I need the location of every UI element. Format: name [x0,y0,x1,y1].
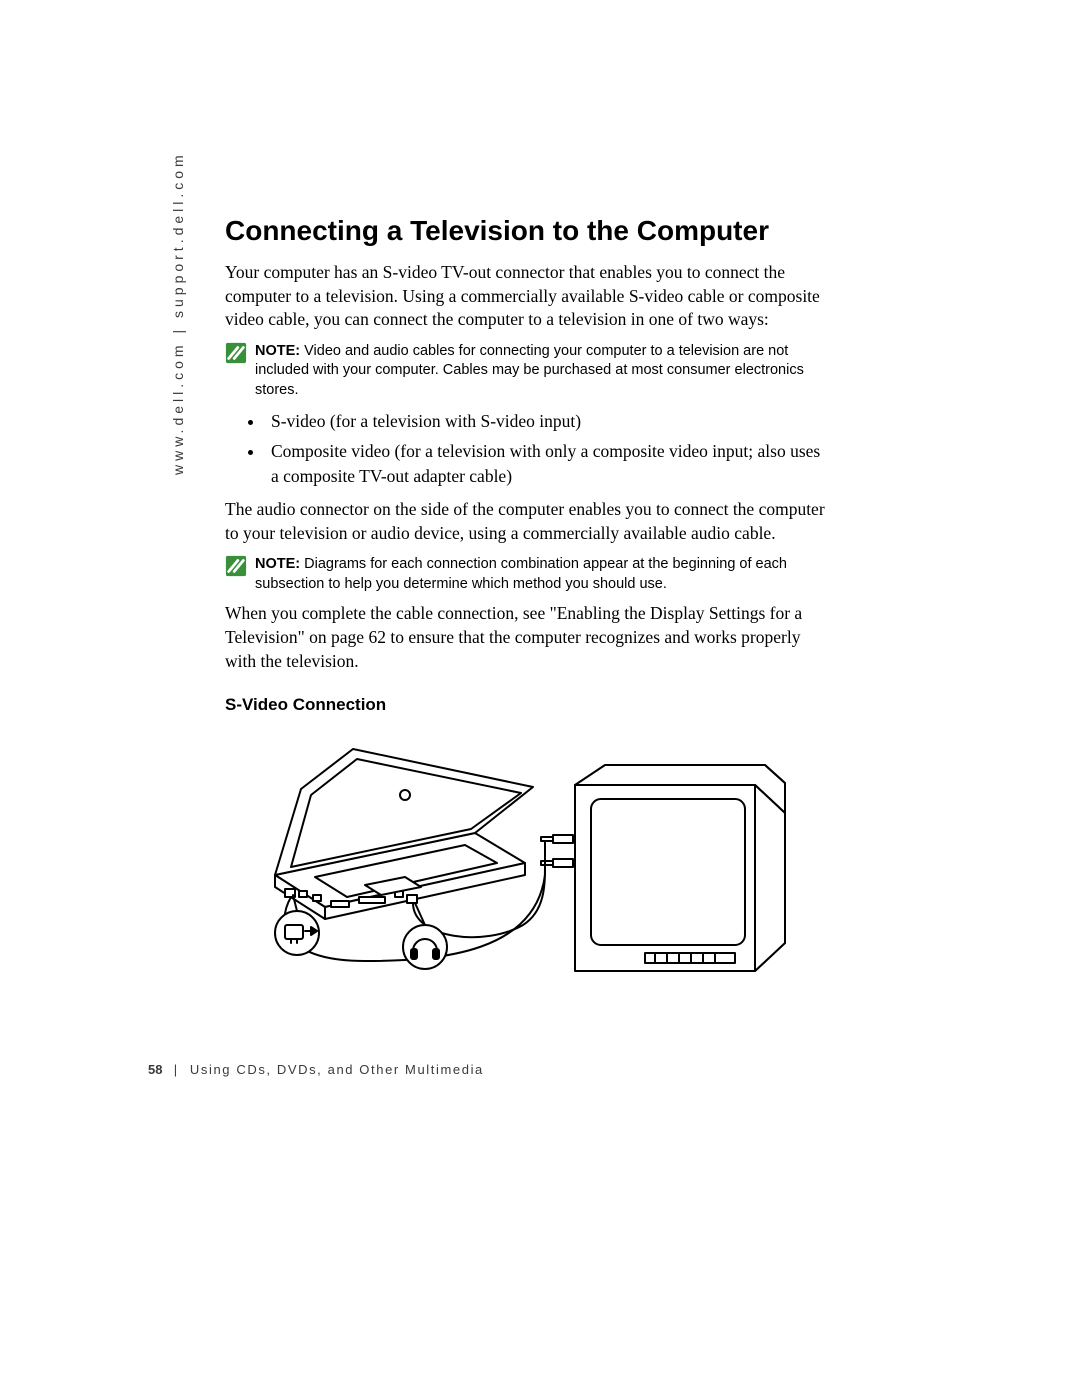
note-2-label: NOTE: [255,556,300,572]
closing-paragraph: When you complete the cable connection, … [225,602,825,673]
note-2: NOTE: Diagrams for each connection combi… [225,555,825,594]
note-1: NOTE: Video and audio cables for connect… [225,342,825,401]
content-column: Connecting a Television to the Computer … [225,215,825,990]
svideo-diagram [245,725,825,990]
note-icon [225,342,247,364]
page-number: 58 [148,1062,162,1077]
note-icon [225,555,247,577]
note-2-text: NOTE: Diagrams for each connection combi… [255,555,825,594]
footer-divider: | [174,1062,179,1077]
page-title: Connecting a Television to the Computer [225,215,825,247]
footer-chapter: Using CDs, DVDs, and Other Multimedia [190,1062,484,1077]
bullet-list: S-video (for a television with S-video i… [225,409,825,489]
bullet-item: S-video (for a television with S-video i… [265,409,825,434]
audio-paragraph: The audio connector on the side of the c… [225,498,825,545]
note-1-label: NOTE: [255,343,300,359]
intro-paragraph: Your computer has an S-video TV-out conn… [225,261,825,332]
note-2-body: Diagrams for each connection combination… [255,556,787,592]
footer: 58 | Using CDs, DVDs, and Other Multimed… [148,1062,484,1077]
note-1-text: NOTE: Video and audio cables for connect… [255,342,825,401]
note-1-body: Video and audio cables for connecting yo… [255,343,804,398]
page: www.dell.com | support.dell.com Connecti… [0,0,1080,1397]
bullet-item: Composite video (for a television with o… [265,439,825,488]
sidebar-url: www.dell.com | support.dell.com [170,151,186,475]
subheading-svideo: S-Video Connection [225,695,825,715]
